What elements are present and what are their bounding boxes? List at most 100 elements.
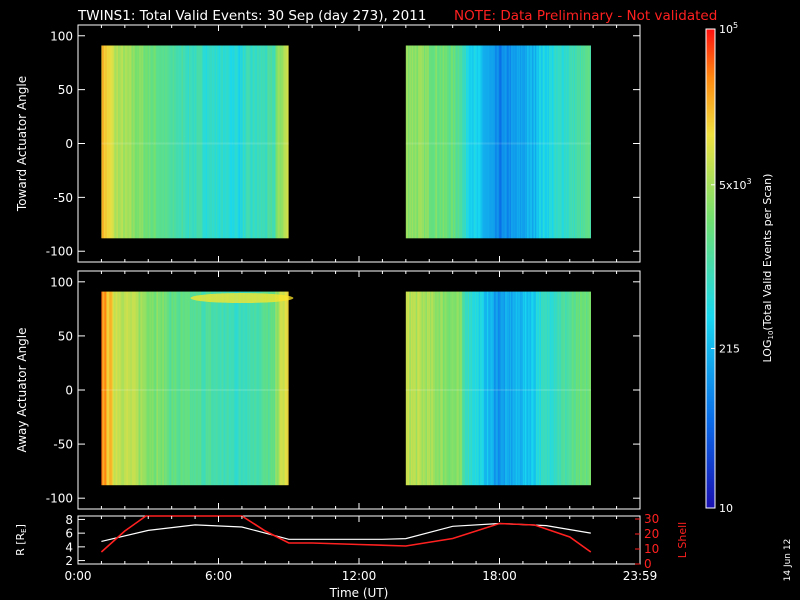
heatmap-column [424, 45, 426, 239]
heatmap-column [491, 291, 493, 486]
heatmap-column [157, 291, 159, 486]
heatmap-column [475, 291, 477, 486]
right-y-tick-label: 30 [644, 512, 659, 526]
heatmap-column [247, 291, 249, 486]
heatmap-column [276, 45, 278, 239]
heatmap-column [216, 45, 218, 239]
heatmap-column [545, 291, 547, 486]
heatmap-column [442, 291, 444, 486]
heatmap-column [504, 291, 506, 486]
heatmap-column [411, 45, 413, 239]
heatmap-column [413, 45, 415, 239]
heatmap-column [263, 291, 265, 486]
heatmap-column [111, 45, 113, 239]
heatmap-column [220, 45, 222, 239]
heatmap-column [243, 291, 245, 486]
heatmap-column [221, 45, 223, 239]
heatmap-column [579, 291, 581, 486]
heatmap-column [477, 45, 479, 239]
heatmap-column [266, 291, 268, 486]
x-tick-label: 6:00 [205, 569, 232, 583]
heatmap-column [406, 291, 408, 486]
heatmap-column [550, 45, 552, 239]
heatmap-column [533, 291, 535, 486]
heatmap-column [167, 45, 169, 239]
heatmap-column [460, 291, 462, 486]
heatmap-column [540, 45, 542, 239]
heatmap-column [570, 45, 572, 239]
heatmap-column [230, 291, 232, 486]
heatmap-column [234, 45, 236, 239]
heatmap-column [134, 45, 136, 239]
heatmap-column [426, 291, 428, 486]
heatmap-column [188, 45, 190, 239]
zero-angle-band [101, 389, 289, 391]
heatmap-column [421, 45, 423, 239]
heatmap-column [584, 291, 586, 486]
heatmap-column [225, 45, 227, 239]
heatmap-column [148, 291, 150, 486]
heatmap-column [488, 45, 490, 239]
heatmap-column [170, 291, 172, 486]
heatmap-column [483, 45, 485, 239]
heatmap-column [425, 291, 427, 486]
heatmap-column [210, 291, 212, 486]
heatmap-column [161, 45, 163, 239]
heatmap-column [273, 45, 275, 239]
heatmap-column [221, 291, 223, 486]
y-tick-label: -100 [46, 245, 73, 259]
heatmap-column [265, 45, 267, 239]
heatmap-column [225, 291, 227, 486]
heatmap-column [456, 45, 458, 239]
heatmap-column [204, 45, 206, 239]
heatmap-column [123, 291, 125, 486]
heatmap-column [423, 291, 425, 486]
heatmap-column [223, 291, 225, 486]
heatmap-column [550, 291, 552, 486]
heatmap-column [472, 291, 474, 486]
heatmap-column [458, 45, 460, 239]
heatmap-column [516, 291, 518, 486]
heatmap-column [201, 45, 203, 239]
heatmap-column [514, 45, 516, 239]
heatmap-column [179, 291, 181, 486]
heatmap-column [112, 291, 114, 486]
heatmap-column [109, 291, 111, 486]
heatmap-column [217, 291, 219, 486]
heatmap-column [510, 45, 512, 239]
heatmap-column [465, 291, 467, 486]
heatmap-column [534, 291, 536, 486]
heatmap-column [406, 45, 408, 239]
heatmap-column [503, 45, 505, 239]
heatmap-column [106, 291, 108, 486]
heatmap-column [414, 45, 416, 239]
heatmap-column [181, 291, 183, 486]
heatmap-column [125, 291, 127, 486]
y-tick-label: 0 [65, 384, 73, 398]
y-tick-label: 100 [50, 29, 73, 43]
heatmap-column [562, 45, 564, 239]
heatmap-column [193, 291, 195, 486]
heatmap-column [583, 45, 585, 239]
heatmap-column [164, 45, 166, 239]
heatmap-column [494, 291, 496, 486]
heatmap-column [106, 45, 108, 239]
heatmap-column [578, 291, 580, 486]
heatmap-column [526, 45, 528, 239]
heatmap-column [427, 45, 429, 239]
heatmap-column [438, 45, 440, 239]
heatmap-column [147, 291, 149, 486]
heatmap-column [163, 45, 165, 239]
heatmap-column [284, 291, 286, 486]
heatmap-column [107, 45, 109, 239]
zero-angle-band [101, 142, 289, 145]
heatmap-column [103, 291, 105, 486]
heatmap-column [474, 45, 476, 239]
heatmap-column [254, 291, 256, 486]
heatmap-column [196, 45, 198, 239]
heatmap-column [451, 45, 453, 239]
y-tick-label: 100 [50, 275, 73, 289]
heatmap-column [197, 45, 199, 239]
heatmap-column [532, 291, 534, 486]
